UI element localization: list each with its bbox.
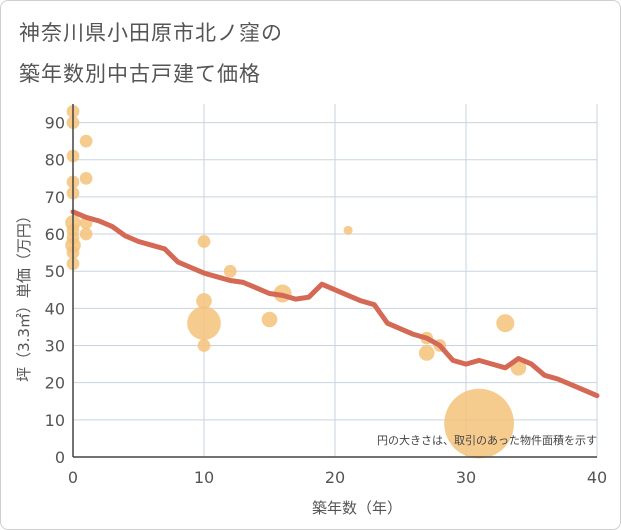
- bubble-point: [496, 314, 515, 333]
- bubble-series: [65, 105, 527, 459]
- y-tick-label: 90: [45, 114, 65, 133]
- bubble-point: [79, 227, 93, 241]
- grid-lines: [73, 104, 598, 457]
- y-tick-label: 70: [45, 188, 65, 207]
- bubble-point: [223, 264, 237, 278]
- y-tick-label: 0: [55, 448, 65, 467]
- y-tick-label: 30: [45, 337, 65, 356]
- x-tick-label: 20: [325, 468, 345, 487]
- y-tick-label: 50: [45, 262, 65, 281]
- bubble-point: [418, 345, 435, 361]
- bubble-point: [187, 306, 221, 341]
- x-tick-label: 0: [68, 468, 78, 487]
- y-tick-label: 40: [45, 299, 65, 318]
- x-tick-label: 30: [456, 468, 476, 487]
- y-tick-label: 80: [45, 151, 65, 170]
- bubble-point: [197, 235, 211, 248]
- y-tick-label: 20: [45, 374, 65, 393]
- y-tick-labels: 0 10 20 30 40 50 60 70 80 90: [45, 114, 65, 467]
- bubble-point: [261, 311, 278, 328]
- x-tick-label: 10: [194, 468, 214, 487]
- bubble-point: [79, 134, 93, 148]
- axes: [72, 104, 597, 458]
- bubble-point: [196, 293, 212, 309]
- bubble-point: [444, 388, 514, 459]
- bubble-point: [197, 339, 211, 352]
- y-axis-title: 坪（3.3㎡）単価（万円）: [15, 208, 33, 382]
- bubble-point: [343, 225, 353, 235]
- bubble-point: [79, 171, 93, 185]
- size-note: 円の大きさは、取引のあった物件面積を示す: [377, 433, 597, 447]
- x-axis-title: 築年数（年）: [312, 499, 402, 517]
- x-tick-label: 40: [587, 468, 607, 487]
- chart-title-line2: 築年数別中古戸建て価格: [19, 62, 261, 86]
- y-tick-label: 10: [45, 411, 65, 430]
- x-tick-labels: 0 10 20 30 40: [68, 468, 607, 487]
- trend-line: [70, 209, 600, 399]
- y-tick-label: 60: [45, 225, 65, 244]
- chart-title-line1: 神奈川県小田原市北ノ窪の: [19, 21, 283, 45]
